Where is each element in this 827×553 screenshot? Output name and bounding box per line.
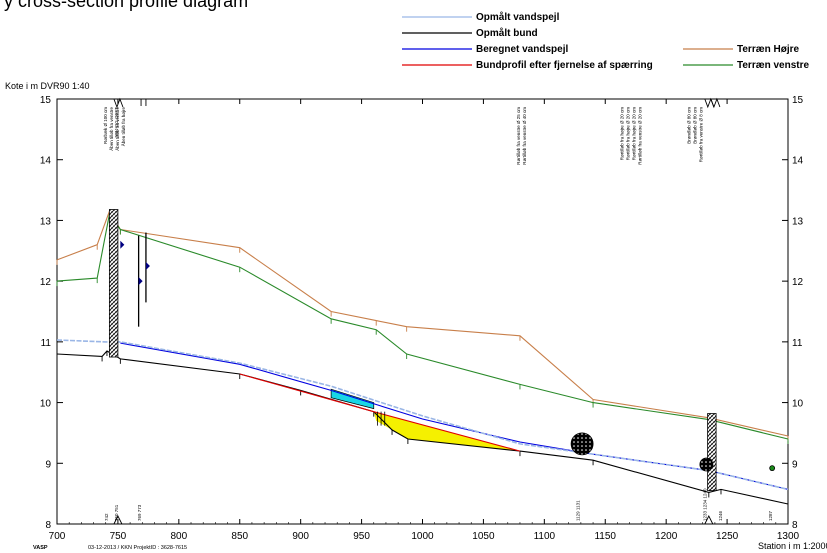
x-tick-label: 800 (170, 531, 187, 542)
x-tick-label: 1200 (655, 531, 678, 542)
legend-item-bundprofil: Bundprofil efter fjernelse af spærring (402, 60, 653, 71)
y-tick-label: 10 (40, 399, 52, 410)
culvert-structure-right (707, 413, 717, 492)
structure-label: Rørtilløb fra venstre Ø 25 cm (516, 107, 521, 165)
legend-label: Bundprofil efter fjernelse af spærring (476, 60, 653, 71)
pipe-circle-small (769, 465, 776, 472)
legend-label: Opmålt bund (476, 27, 538, 39)
station-mark: 750 751 (114, 504, 119, 521)
series-layer (56, 210, 789, 509)
y-tick-label: 14 (40, 156, 52, 167)
bottom-structure-mark (704, 514, 714, 525)
legend-label: Terræn Højre (737, 44, 799, 55)
top-structure-mark (113, 97, 124, 109)
structure-label: Rørbæk Ø 100 cm (103, 107, 108, 144)
footer-brand: VASP (33, 545, 48, 551)
station-mark: 769 773 (137, 504, 142, 521)
station-mark: 1246 (718, 510, 723, 521)
station-mark: 1129 1131 (576, 500, 581, 521)
legend-item-opmaalt-bund: Opmålt bund (402, 27, 538, 39)
structure-label: Rørtilløb fra højre Ø 20 cm (632, 107, 637, 161)
structure-label: Åben tilløb fra venstre (114, 107, 120, 151)
y-axis-label: Kote i m DVR90 1:40 (5, 81, 90, 91)
annotations: Rørbæk Ø 100 cm Åben tilløb fra venstre Åb… (103, 107, 773, 521)
pipe-circle-medium (699, 457, 714, 472)
legend: Opmålt vandspejl Opmålt bund Beregnet va… (402, 11, 810, 71)
structures (108, 97, 776, 525)
y-tick-label-right: 15 (792, 95, 804, 106)
structure-label: Rørtilløb fra venstre Ø 40 cm (522, 107, 527, 165)
bottom-structure-mark (113, 514, 123, 525)
x-axis-label: Station i m 1:2000 (758, 541, 827, 551)
x-tick-label: 950 (353, 531, 370, 542)
legend-item-opmaalt-vandspejl: Opmålt vandspejl (402, 11, 560, 23)
station-mark: 1287 (768, 510, 773, 521)
station-mark: 1233 1234 1240 (702, 488, 707, 521)
top-structure-mark (710, 97, 721, 109)
structure-label: VEJ OG OEFT (114, 107, 119, 137)
series-terraen-hoejre (56, 210, 789, 437)
structure-label: Rørtilløb fra venstre Ø 8 cm (699, 107, 704, 163)
y-tick-label-right: 10 (792, 399, 804, 410)
x-tick-label: 1000 (411, 531, 434, 542)
x-tick-label: 1150 (594, 531, 616, 542)
axes: 700 750 800 850 900 950 1000 1050 1100 1150 1200 12… (40, 95, 804, 542)
y-tick-label: 8 (45, 520, 51, 531)
y-tick-label: 13 (40, 216, 52, 227)
structure-label: Brøndløb Ø 80 cm (693, 107, 698, 144)
x-tick-label: 850 (231, 531, 248, 542)
y-tick-label: 15 (40, 95, 52, 106)
x-tick-label: 1050 (472, 531, 495, 542)
footer-info: 03-12-2013 / KKN ProjektID : 3628-7615 (88, 545, 187, 551)
y-tick-label: 11 (41, 338, 52, 349)
structure-label: Rørtilløb fra venstre Ø 20 cm (638, 107, 643, 165)
x-tick-label: 1250 (716, 531, 739, 542)
pipe-circle-large (570, 432, 594, 456)
y-tick-label-right: 8 (792, 520, 798, 531)
legend-item-beregnet-vandspejl: Beregnet vandspejl (402, 44, 568, 55)
y-tick-label-right: 13 (792, 216, 804, 227)
structure-label: Åben tilløb fra højre (120, 107, 126, 147)
legend-item-terraen-hoejre: Terræn Højre (683, 44, 799, 55)
legend-label: Opmålt vandspejl (476, 11, 560, 23)
y-tick-label: 9 (45, 459, 51, 470)
y-tick-label-right: 12 (792, 277, 804, 288)
x-tick-label: 900 (292, 531, 309, 542)
legend-label: Terræn venstre (737, 60, 810, 71)
legend-item-terraen-venstre: Terræn venstre (683, 60, 810, 71)
water-level-marker (120, 240, 125, 249)
y-tick-label-right: 9 (792, 459, 798, 470)
y-tick-label-right: 11 (792, 338, 803, 349)
y-tick-label-right: 14 (792, 156, 804, 167)
culvert-structure-left (108, 209, 119, 358)
series-bundprofil (239, 373, 521, 452)
x-tick-label: 1100 (534, 531, 556, 542)
y-tick-label: 12 (40, 277, 52, 288)
water-level-marker (145, 261, 150, 270)
x-tick-label: 700 (49, 531, 66, 542)
x-tick-label: 750 (110, 531, 127, 542)
x-tick-label: 1300 (777, 531, 800, 542)
water-level-marker (138, 277, 143, 286)
legend-label: Beregnet vandspejl (476, 44, 568, 55)
structure-label: Rørtilløb fra højre Ø 20 cm (626, 107, 631, 161)
page-title: y cross-section profile diagram (4, 0, 249, 11)
structure-label: Rørtilløb fra højre Ø 20 cm (620, 107, 625, 161)
structure-label: Åben tilløb fra venstre (108, 107, 114, 151)
plot-frame (56, 98, 789, 525)
structure-label: Brøndløb Ø 80 cm (687, 107, 692, 144)
station-mark: 742 (104, 513, 109, 521)
series-terraen-venstre (56, 213, 789, 440)
